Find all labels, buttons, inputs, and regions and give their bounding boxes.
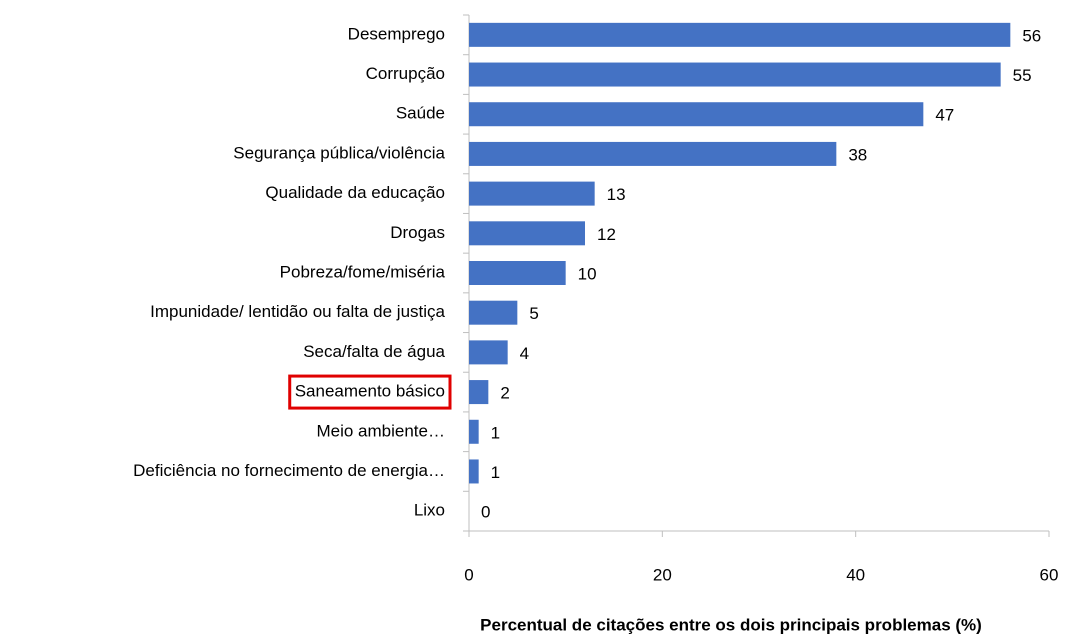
bar: [469, 340, 508, 365]
bar: [469, 300, 518, 325]
value-label: 1: [491, 423, 500, 442]
highlight-box: [288, 374, 452, 410]
x-tick-label: 0: [464, 565, 473, 584]
x-tick-label: 60: [1040, 565, 1059, 584]
bar: [469, 459, 479, 484]
value-label: 13: [607, 185, 626, 204]
value-label: 4: [520, 344, 529, 363]
x-tick-label: 40: [846, 565, 865, 584]
value-label: 56: [1022, 26, 1041, 45]
y-tick-label: Pobreza/fome/miséria: [280, 262, 446, 281]
y-tick-label: Segurança pública/violência: [233, 143, 445, 162]
bar: [469, 22, 1011, 47]
value-label: 10: [578, 264, 597, 283]
y-tick-label: Desemprego: [348, 24, 445, 43]
bar: [469, 380, 489, 405]
y-tick-label: Corrupção: [366, 64, 445, 83]
bar: [469, 261, 566, 285]
value-label: 47: [935, 106, 954, 125]
x-axis-title: Percentual de citações entre os dois pri…: [480, 615, 982, 634]
value-label: 2: [500, 384, 509, 403]
y-tick-label: Deficiência no fornecimento de energia…: [133, 461, 445, 480]
value-label: 1: [491, 463, 500, 482]
value-label: 0: [481, 503, 490, 522]
y-tick-label: Drogas: [390, 223, 445, 242]
bar: [469, 181, 595, 206]
value-label: 55: [1013, 66, 1032, 85]
y-tick-label: Saneamento básico: [295, 382, 445, 401]
bar: [469, 419, 479, 444]
value-label: 12: [597, 225, 616, 244]
y-tick-label: Lixo: [414, 501, 445, 520]
y-tick-label: Saúde: [396, 104, 445, 123]
bar: [469, 62, 1001, 87]
y-tick-label: Seca/falta de água: [303, 342, 445, 361]
bar: [469, 221, 585, 246]
y-tick-label: Qualidade da educação: [265, 183, 445, 202]
value-label: 38: [848, 145, 867, 164]
x-tick-label: 20: [653, 565, 672, 584]
bar: [469, 141, 837, 166]
value-label: 5: [529, 304, 538, 323]
y-tick-label: Impunidade/ lentidão ou falta de justiça: [150, 302, 445, 321]
y-tick-label: Meio ambiente…: [316, 421, 445, 440]
bar: [469, 102, 924, 127]
